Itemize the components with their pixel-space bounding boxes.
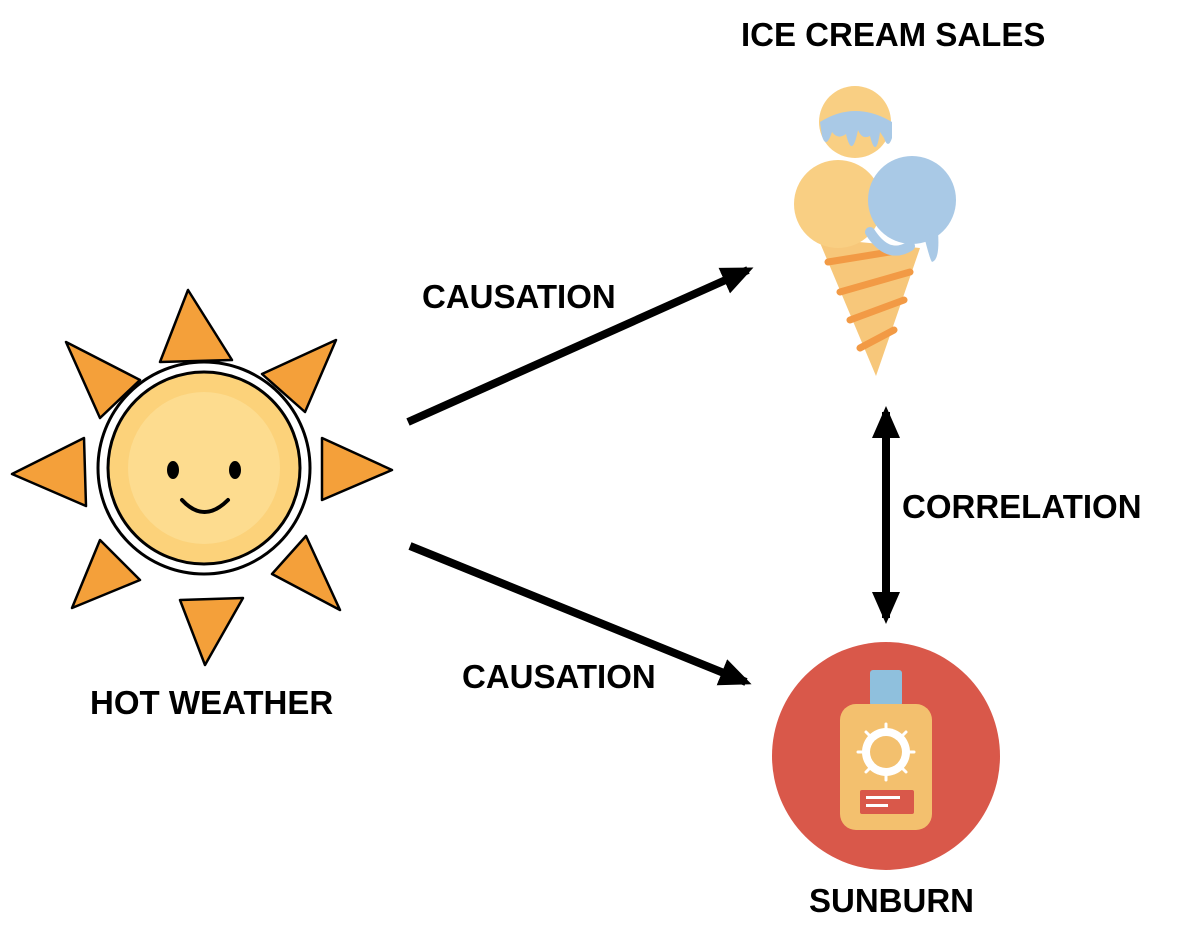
causation-bottom-label: CAUSATION — [462, 658, 656, 695]
hot-weather-label: HOT WEATHER — [90, 684, 334, 721]
ice-cream-sales-label: ICE CREAM SALES — [741, 16, 1046, 53]
ice-cream-cone-icon — [794, 86, 956, 376]
sun-rays — [10, 288, 394, 667]
sun-face — [167, 461, 241, 514]
sunscreen-bottle-icon — [772, 642, 1000, 870]
sunburn-label: SUNBURN — [809, 882, 974, 919]
correlation-label: CORRELATION — [902, 488, 1142, 525]
sun-icon — [10, 288, 394, 667]
arrow-hot-weather-to-sunburn — [408, 542, 752, 686]
causation-top-label: CAUSATION — [422, 278, 616, 315]
arrow-hot-weather-to-ice-cream — [406, 266, 754, 426]
